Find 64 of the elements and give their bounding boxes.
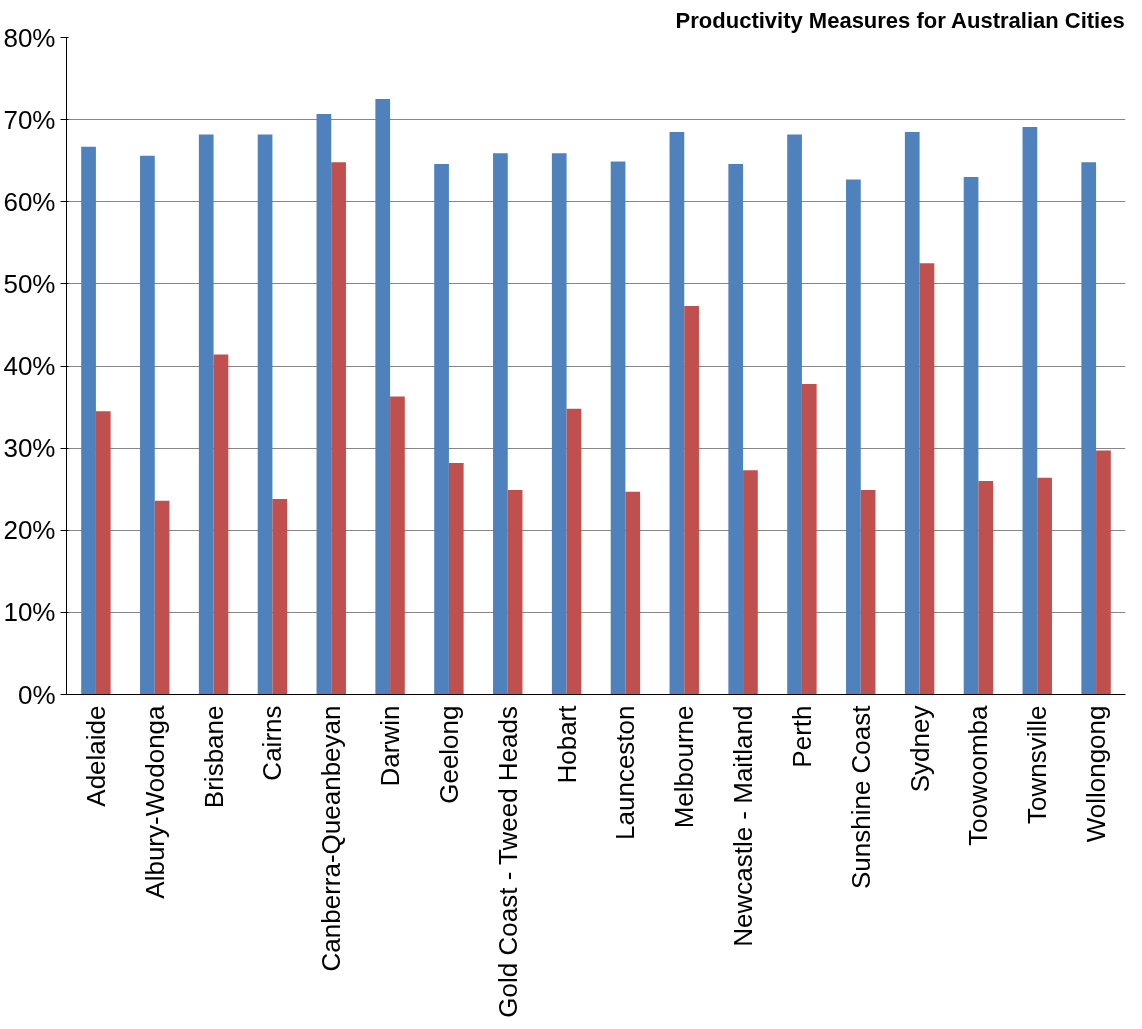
bar — [904, 131, 920, 695]
bar — [1081, 162, 1097, 695]
x-tick-label: Perth — [786, 705, 817, 768]
bar — [728, 163, 744, 695]
bar — [919, 263, 935, 695]
bar — [743, 470, 758, 695]
bar — [860, 490, 876, 695]
bar — [154, 500, 170, 695]
y-tick-label: 60% — [3, 186, 56, 217]
x-tick-label: Hobart — [551, 704, 582, 784]
bar — [316, 113, 332, 695]
y-tick-label: 0% — [17, 679, 56, 710]
x-tick-label: Gold Coast - Tweed Heads — [492, 705, 523, 1018]
bar — [978, 480, 994, 695]
bar — [1022, 127, 1038, 695]
bar — [801, 384, 817, 695]
bar — [493, 153, 508, 695]
x-tick-label: Albury-Wodonga — [139, 704, 170, 899]
x-tick-label: Sunshine Coast — [845, 704, 876, 890]
bar — [551, 153, 567, 695]
y-tick-label: 70% — [3, 104, 56, 135]
bar — [140, 155, 155, 695]
bar — [787, 134, 802, 695]
y-tick-label: 80% — [3, 22, 56, 53]
bar — [213, 354, 229, 695]
bar — [198, 134, 214, 695]
bar — [507, 490, 523, 695]
bar — [331, 162, 346, 695]
bar — [81, 146, 96, 695]
bar — [1096, 450, 1111, 695]
x-tick-label: Townsville — [1022, 705, 1053, 824]
x-tick-label: Brisbane — [198, 705, 229, 809]
x-tick-label: Sydney — [904, 705, 935, 793]
x-tick-label: Cairns — [257, 705, 288, 781]
x-tick-label: Geelong — [433, 705, 464, 804]
x-tick-label: Adelaide — [80, 705, 111, 807]
y-tick-label: 50% — [3, 268, 56, 299]
bar — [684, 306, 699, 695]
bar — [1037, 477, 1052, 695]
bar — [846, 179, 861, 695]
bar — [95, 411, 111, 695]
x-tick-label: Melbourne — [669, 705, 700, 829]
bar — [434, 163, 449, 695]
x-tick-label: Darwin — [375, 705, 406, 787]
bar — [375, 99, 391, 695]
y-tick-label: 30% — [3, 433, 56, 464]
x-tick-label: Newcastle - Maitland — [728, 705, 759, 947]
x-tick-label: Toowoomba — [963, 704, 994, 846]
bar — [448, 462, 464, 695]
x-tick-label: Wollongong — [1081, 705, 1112, 843]
bar — [257, 134, 273, 695]
bar — [390, 396, 405, 695]
y-tick-label: 40% — [3, 351, 56, 381]
bar — [963, 177, 979, 695]
x-tick-label: Canberra-Queanbeyan — [316, 705, 347, 972]
bar — [625, 491, 641, 695]
x-tick-label: Launceston — [610, 705, 641, 840]
y-tick-label: 20% — [3, 515, 56, 546]
chart-title: Productivity Measures for Australian Cities — [675, 7, 1125, 33]
bar — [610, 161, 626, 695]
bar — [669, 131, 685, 695]
y-tick-label: 10% — [3, 597, 56, 628]
bar — [566, 408, 582, 695]
bar — [272, 499, 288, 695]
